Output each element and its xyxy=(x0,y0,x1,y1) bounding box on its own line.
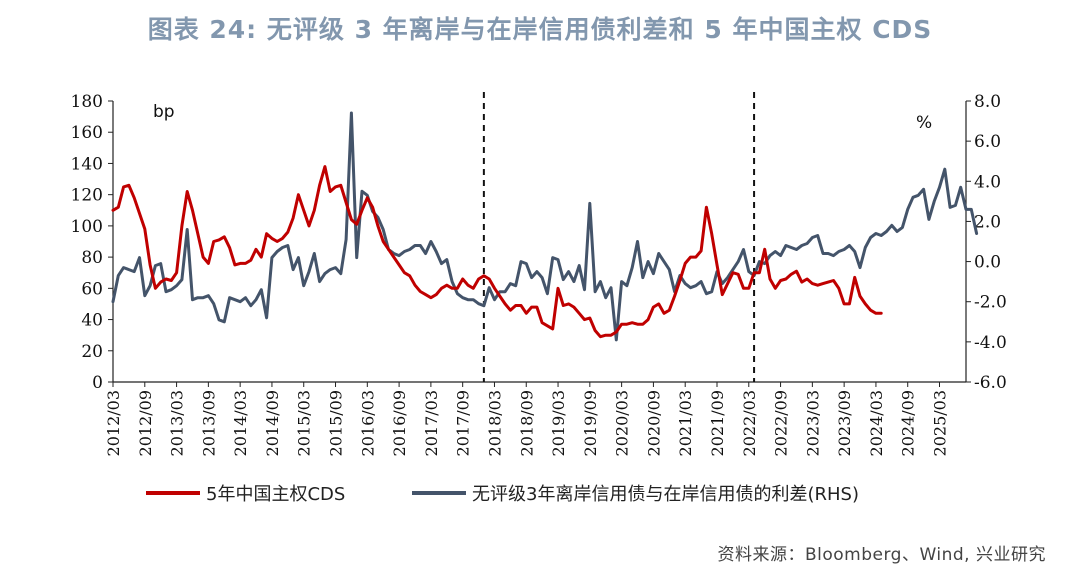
x-tick-label: 2022/09 xyxy=(772,390,791,456)
x-tick-label: 2021/09 xyxy=(708,390,727,456)
chart-title: 图表 24: 无评级 3 年离岸与在岸信用债利差和 5 年中国主权 CDS xyxy=(147,15,933,44)
legend-item-cds: 5年中国主权CDS xyxy=(146,480,345,506)
right-tick-label: 6.0 xyxy=(974,132,1001,152)
x-tick-label: 2012/09 xyxy=(136,390,155,456)
right-tick-label: 4.0 xyxy=(974,172,1001,192)
x-tick-label: 2017/03 xyxy=(422,390,441,456)
x-tick-label: 2024/09 xyxy=(899,390,918,456)
legend: 5年中国主权CDS 无评级3年离岸信用债与在岸信用债的利差(RHS) xyxy=(0,480,1080,506)
x-tick-label: 2014/03 xyxy=(231,390,250,456)
left-tick-label: 100 xyxy=(71,217,103,237)
legend-label-cds: 5年中国主权CDS xyxy=(206,484,346,505)
right-tick-label: -4.0 xyxy=(974,333,1007,353)
series-line-cds xyxy=(111,165,883,339)
right-tick-label: 8.0 xyxy=(974,92,1001,112)
left-tick-label: 60 xyxy=(81,279,103,299)
x-tick-label: 2019/09 xyxy=(581,390,600,456)
legend-item-spread: 无评级3年离岸信用债与在岸信用债的利差(RHS) xyxy=(412,480,859,506)
x-tick-label: 2015/09 xyxy=(327,390,346,456)
right-tick-label: 0.0 xyxy=(974,253,1001,273)
x-tick-label: 2024/03 xyxy=(867,390,886,456)
x-tick-label: 2015/03 xyxy=(295,390,314,456)
x-tick-label: 2013/03 xyxy=(168,390,187,456)
x-tick-label: 2020/09 xyxy=(644,390,663,456)
left-tick-label: 160 xyxy=(71,123,103,143)
legend-swatch-cds xyxy=(146,491,200,495)
x-tick-label: 2016/03 xyxy=(358,390,377,456)
source-note: 资料来源：Bloomberg、Wind, 兴业研究 xyxy=(717,545,1046,565)
left-tick-label: 80 xyxy=(81,248,103,268)
right-tick-label: 2.0 xyxy=(974,212,1001,232)
left-tick-label: 20 xyxy=(81,342,103,362)
x-tick-label: 2025/03 xyxy=(931,390,950,456)
x-tick-label: 2022/03 xyxy=(740,390,759,456)
right-unit-label: % xyxy=(916,113,932,133)
x-tick-label: 2013/09 xyxy=(199,390,218,456)
left-tick-label: 140 xyxy=(71,154,103,174)
x-tick-label: 2018/03 xyxy=(485,390,504,456)
x-tick-label: 2021/03 xyxy=(676,390,695,456)
x-tick-label: 2018/09 xyxy=(517,390,536,456)
left-tick-label: 180 xyxy=(71,92,103,112)
x-tick-label: 2023/09 xyxy=(835,390,854,456)
x-tick-label: 2020/03 xyxy=(613,390,632,456)
legend-swatch-spread xyxy=(412,491,466,495)
x-tick-label: 2017/09 xyxy=(454,390,473,456)
x-tick-label: 2012/03 xyxy=(104,390,123,456)
right-tick-label: -2.0 xyxy=(974,293,1007,313)
x-tick-label: 2019/03 xyxy=(549,390,568,456)
right-tick-label: -6.0 xyxy=(974,373,1007,393)
x-tick-label: 2023/03 xyxy=(803,390,822,456)
left-tick-label: 0 xyxy=(92,373,103,393)
left-tick-label: 40 xyxy=(81,311,103,331)
left-unit-label: bp xyxy=(153,102,175,122)
x-tick-label: 2016/09 xyxy=(390,390,409,456)
x-tick-label: 2014/09 xyxy=(263,390,282,456)
legend-label-spread: 无评级3年离岸信用债与在岸信用债的利差(RHS) xyxy=(472,484,859,505)
left-tick-label: 120 xyxy=(71,186,103,206)
series-line-spread xyxy=(111,111,979,342)
